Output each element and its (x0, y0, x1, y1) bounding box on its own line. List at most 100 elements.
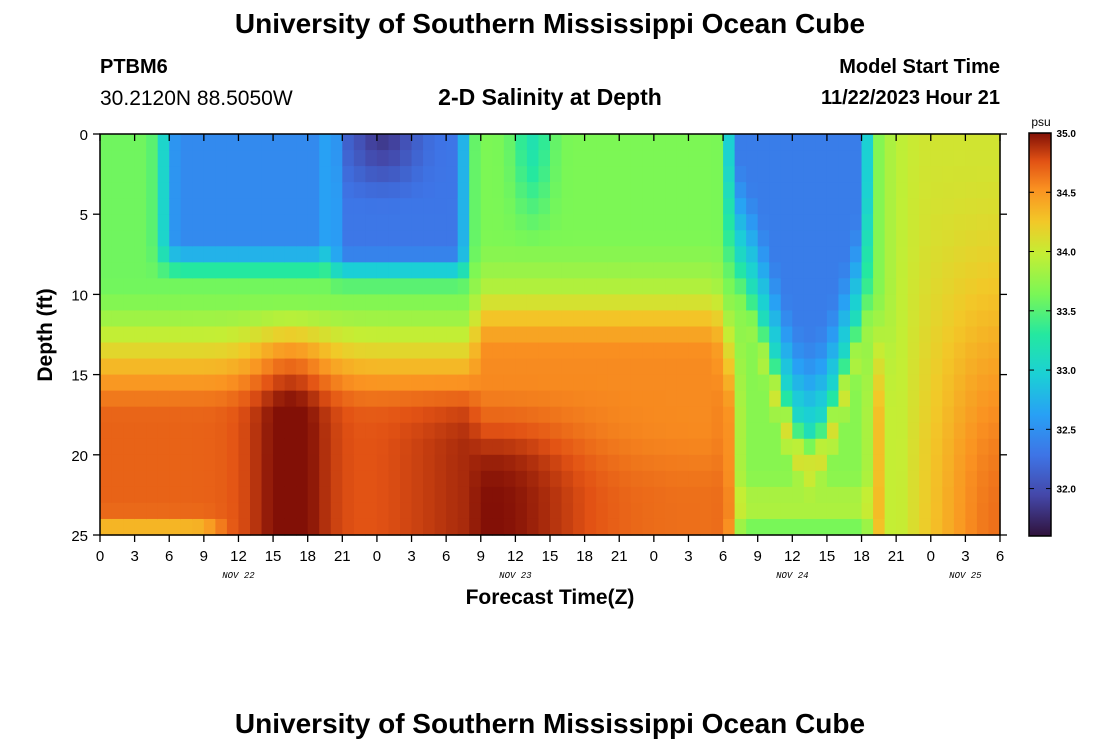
heatmap-cell (411, 486, 424, 504)
heatmap-cell (250, 454, 263, 472)
heatmap-cell (584, 342, 597, 360)
heatmap-cell (584, 358, 597, 376)
heatmap-cell (226, 278, 240, 295)
heatmap-cell (653, 406, 666, 424)
heatmap-cell (446, 166, 459, 183)
heatmap-cell (446, 470, 459, 488)
heatmap-cell (826, 278, 840, 295)
heatmap-cell (284, 230, 297, 247)
heatmap-cell (988, 310, 1001, 328)
heatmap-cell (676, 358, 690, 376)
heatmap-cell (284, 246, 297, 263)
heatmap-cell (550, 486, 563, 504)
heatmap-cell (134, 246, 147, 263)
heatmap-cell (400, 134, 413, 151)
heatmap-cell (503, 262, 516, 279)
heatmap-cell (273, 166, 286, 183)
x-tick-label: 12 (507, 548, 524, 565)
heatmap-cell (238, 438, 251, 456)
heatmap-cell (976, 198, 990, 215)
heatmap-cell (215, 502, 228, 520)
heatmap-cell (100, 214, 113, 231)
heatmap-cell (653, 390, 666, 408)
heatmap-cell (630, 518, 643, 536)
heatmap-cell (769, 230, 782, 247)
heatmap-cell (180, 294, 193, 312)
heatmap-cell (226, 198, 240, 215)
heatmap-cell (953, 438, 966, 456)
heatmap-cell (123, 438, 136, 456)
heatmap-cell (619, 470, 632, 488)
heatmap-cell (734, 214, 747, 231)
heatmap-cell (261, 422, 274, 440)
heatmap-cell (492, 342, 505, 360)
heatmap-cell (319, 310, 332, 328)
heatmap-cell (919, 454, 932, 472)
heatmap-cell (930, 310, 943, 328)
heatmap-cell (630, 198, 643, 215)
heatmap-cell (169, 390, 182, 408)
heatmap-cell (550, 406, 563, 424)
heatmap-cell (538, 150, 551, 167)
heatmap-cell (134, 198, 147, 215)
heatmap-cell (192, 422, 205, 440)
heatmap-cell (226, 134, 240, 151)
heatmap-cell (296, 310, 309, 328)
heatmap-cell (538, 134, 551, 151)
heatmap-cell (273, 374, 286, 392)
heatmap-cell (423, 326, 436, 344)
heatmap-cell (446, 518, 459, 536)
plot-subtitle: 2-D Salinity at Depth (438, 84, 662, 110)
heatmap-cell (273, 230, 286, 247)
heatmap-cell (261, 406, 274, 424)
heatmap-cell (400, 390, 413, 408)
heatmap-cell (815, 278, 828, 295)
heatmap-cell (873, 342, 886, 360)
heatmap-cell (642, 198, 655, 215)
heatmap-cell (100, 438, 113, 456)
heatmap-cell (250, 246, 263, 263)
heatmap-cell (746, 166, 759, 183)
heatmap-cell (630, 214, 643, 231)
heatmap-cell (284, 166, 297, 183)
heatmap-cell (319, 390, 332, 408)
heatmap-cell (434, 422, 447, 440)
heatmap-cell (169, 518, 182, 536)
heatmap-cell (596, 230, 609, 247)
heatmap-cell (457, 166, 470, 183)
heatmap-cell (930, 198, 943, 215)
heatmap-cell (630, 470, 643, 488)
heatmap-cell (561, 294, 574, 312)
heatmap-cell (619, 502, 632, 520)
heatmap-cell (746, 134, 759, 151)
heatmap-cell (457, 310, 470, 328)
heatmap-cell (896, 470, 909, 488)
heatmap-cell (907, 358, 920, 376)
heatmap-cell (861, 310, 874, 328)
heatmap-cell (538, 470, 551, 488)
heatmap-cell (538, 294, 551, 312)
heatmap-cell (157, 262, 170, 279)
heatmap-cell (988, 342, 1001, 360)
heatmap-cell (515, 246, 528, 263)
heatmap-cell (838, 214, 851, 231)
heatmap-cell (365, 310, 378, 328)
heatmap-cell (723, 486, 736, 504)
heatmap-cell (434, 278, 447, 295)
heatmap-cell (584, 134, 597, 151)
heatmap-cell (596, 246, 609, 263)
heatmap-cell (296, 150, 309, 167)
heatmap-cell (607, 166, 620, 183)
heatmap-cell (676, 294, 690, 312)
heatmap-cell (873, 438, 886, 456)
heatmap-cell (353, 262, 366, 279)
heatmap-cell (284, 310, 297, 328)
heatmap-cell (769, 134, 782, 151)
heatmap-cell (434, 406, 447, 424)
heatmap-cell (515, 198, 528, 215)
heatmap-cell (769, 454, 782, 472)
heatmap-cell (480, 518, 493, 536)
heatmap-cell (434, 470, 447, 488)
heatmap-cell (711, 470, 724, 488)
heatmap-cell (423, 438, 436, 456)
